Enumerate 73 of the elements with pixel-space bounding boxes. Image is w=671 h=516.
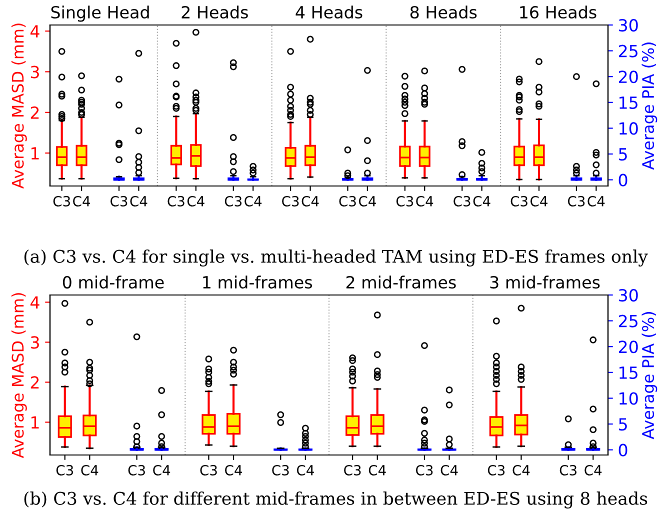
text: 16 Heads: [520, 6, 596, 19]
x-tick-label: C4: [81, 464, 98, 476]
x-tick-label: C4: [588, 196, 605, 206]
x-tick-label: C4: [244, 196, 262, 206]
x-tick-label: C3: [568, 196, 585, 206]
text: (a) C3 vs. C4 for single vs. multi-headed TAM using ED-ES frames only: [24, 249, 648, 267]
y-tick-label: 3: [30, 336, 39, 349]
text: 3 mid-frames: [490, 276, 600, 289]
y-tick-label: 3: [30, 66, 39, 78]
x-tick-label: C3: [272, 464, 289, 476]
x-tick-label: C4: [302, 196, 319, 206]
y2-tick-label: 5: [619, 148, 627, 161]
text: (b) C3 vs. C4 for different mid-frames in between ED-ES using 8 heads: [24, 491, 648, 509]
text: 8 Heads: [410, 6, 477, 19]
x-tick-label: C3: [344, 464, 361, 476]
x-tick-label: C4: [73, 196, 90, 206]
y-tick-label: 2: [30, 376, 39, 389]
y2-axis-title: Average PIA (%): [642, 42, 658, 170]
text: 0 mid-frame: [62, 276, 164, 289]
y2-tick-label: 30: [618, 288, 638, 302]
text: 4 Heads: [296, 6, 362, 19]
text: 2 mid-frames: [346, 276, 456, 289]
y2-tick-label: 15: [620, 96, 638, 109]
x-tick-label: C3: [168, 196, 184, 206]
y-tick-label: 4: [30, 296, 40, 309]
x-tick-label: C3: [396, 196, 414, 206]
y-axis-title: Average MASD (mm): [11, 24, 27, 189]
x-tick-label: C3: [282, 196, 299, 206]
x-tick-label: C4: [584, 464, 602, 476]
x-tick-label: C4: [368, 464, 386, 476]
y2-axis-title: Average PIA (%): [642, 312, 658, 440]
x-tick-label: C3: [128, 464, 145, 476]
y-axis-title: Average MASD (mm): [11, 293, 27, 458]
x-tick-label: C3: [53, 196, 70, 206]
y2-tick-label: 25: [618, 44, 638, 58]
x-tick-label: C4: [153, 464, 170, 476]
x-tick-label: C4: [187, 196, 204, 206]
y2-tick-label: 20: [618, 340, 638, 354]
y2-tick-label: 5: [619, 418, 627, 431]
x-tick-label: C4: [473, 196, 490, 206]
x-tick-label: C3: [510, 196, 528, 206]
y-tick-label: 1: [32, 416, 39, 429]
x-tick-label: C4: [225, 464, 242, 476]
x-tick-label: C3: [110, 196, 128, 206]
y-tick-label: 1: [32, 147, 39, 160]
text: 1 mid-frames: [203, 276, 312, 289]
x-tick-label: C3: [56, 464, 74, 476]
y-tick-label: 4: [30, 25, 40, 38]
text: 2 Heads: [182, 6, 248, 19]
x-tick-label: C4: [416, 196, 434, 206]
x-tick-label: C4: [440, 464, 458, 476]
y2-tick-label: 10: [620, 392, 638, 405]
x-tick-label: C3: [200, 464, 217, 476]
text: Single Head: [51, 6, 149, 22]
y2-tick-label: 20: [618, 70, 638, 84]
x-tick-label: C3: [488, 464, 505, 476]
y2-tick-label: 30: [618, 18, 638, 32]
y2-tick-label: 15: [620, 366, 638, 379]
x-tick-label: C4: [130, 196, 148, 206]
y2-tick-label: 25: [618, 314, 638, 328]
y2-tick-label: 0: [618, 444, 628, 456]
x-tick-label: C4: [512, 464, 530, 476]
x-tick-label: C3: [416, 464, 433, 476]
x-tick-label: C4: [358, 196, 376, 206]
y2-tick-label: 0: [618, 174, 628, 186]
x-tick-label: C3: [224, 196, 242, 206]
x-tick-label: C4: [530, 196, 548, 206]
x-tick-label: C3: [454, 196, 470, 206]
x-tick-label: C3: [339, 196, 356, 206]
y-tick-label: 2: [30, 106, 39, 119]
x-tick-label: C4: [296, 464, 314, 476]
y2-tick-label: 10: [620, 122, 638, 135]
x-tick-label: C3: [560, 464, 576, 476]
